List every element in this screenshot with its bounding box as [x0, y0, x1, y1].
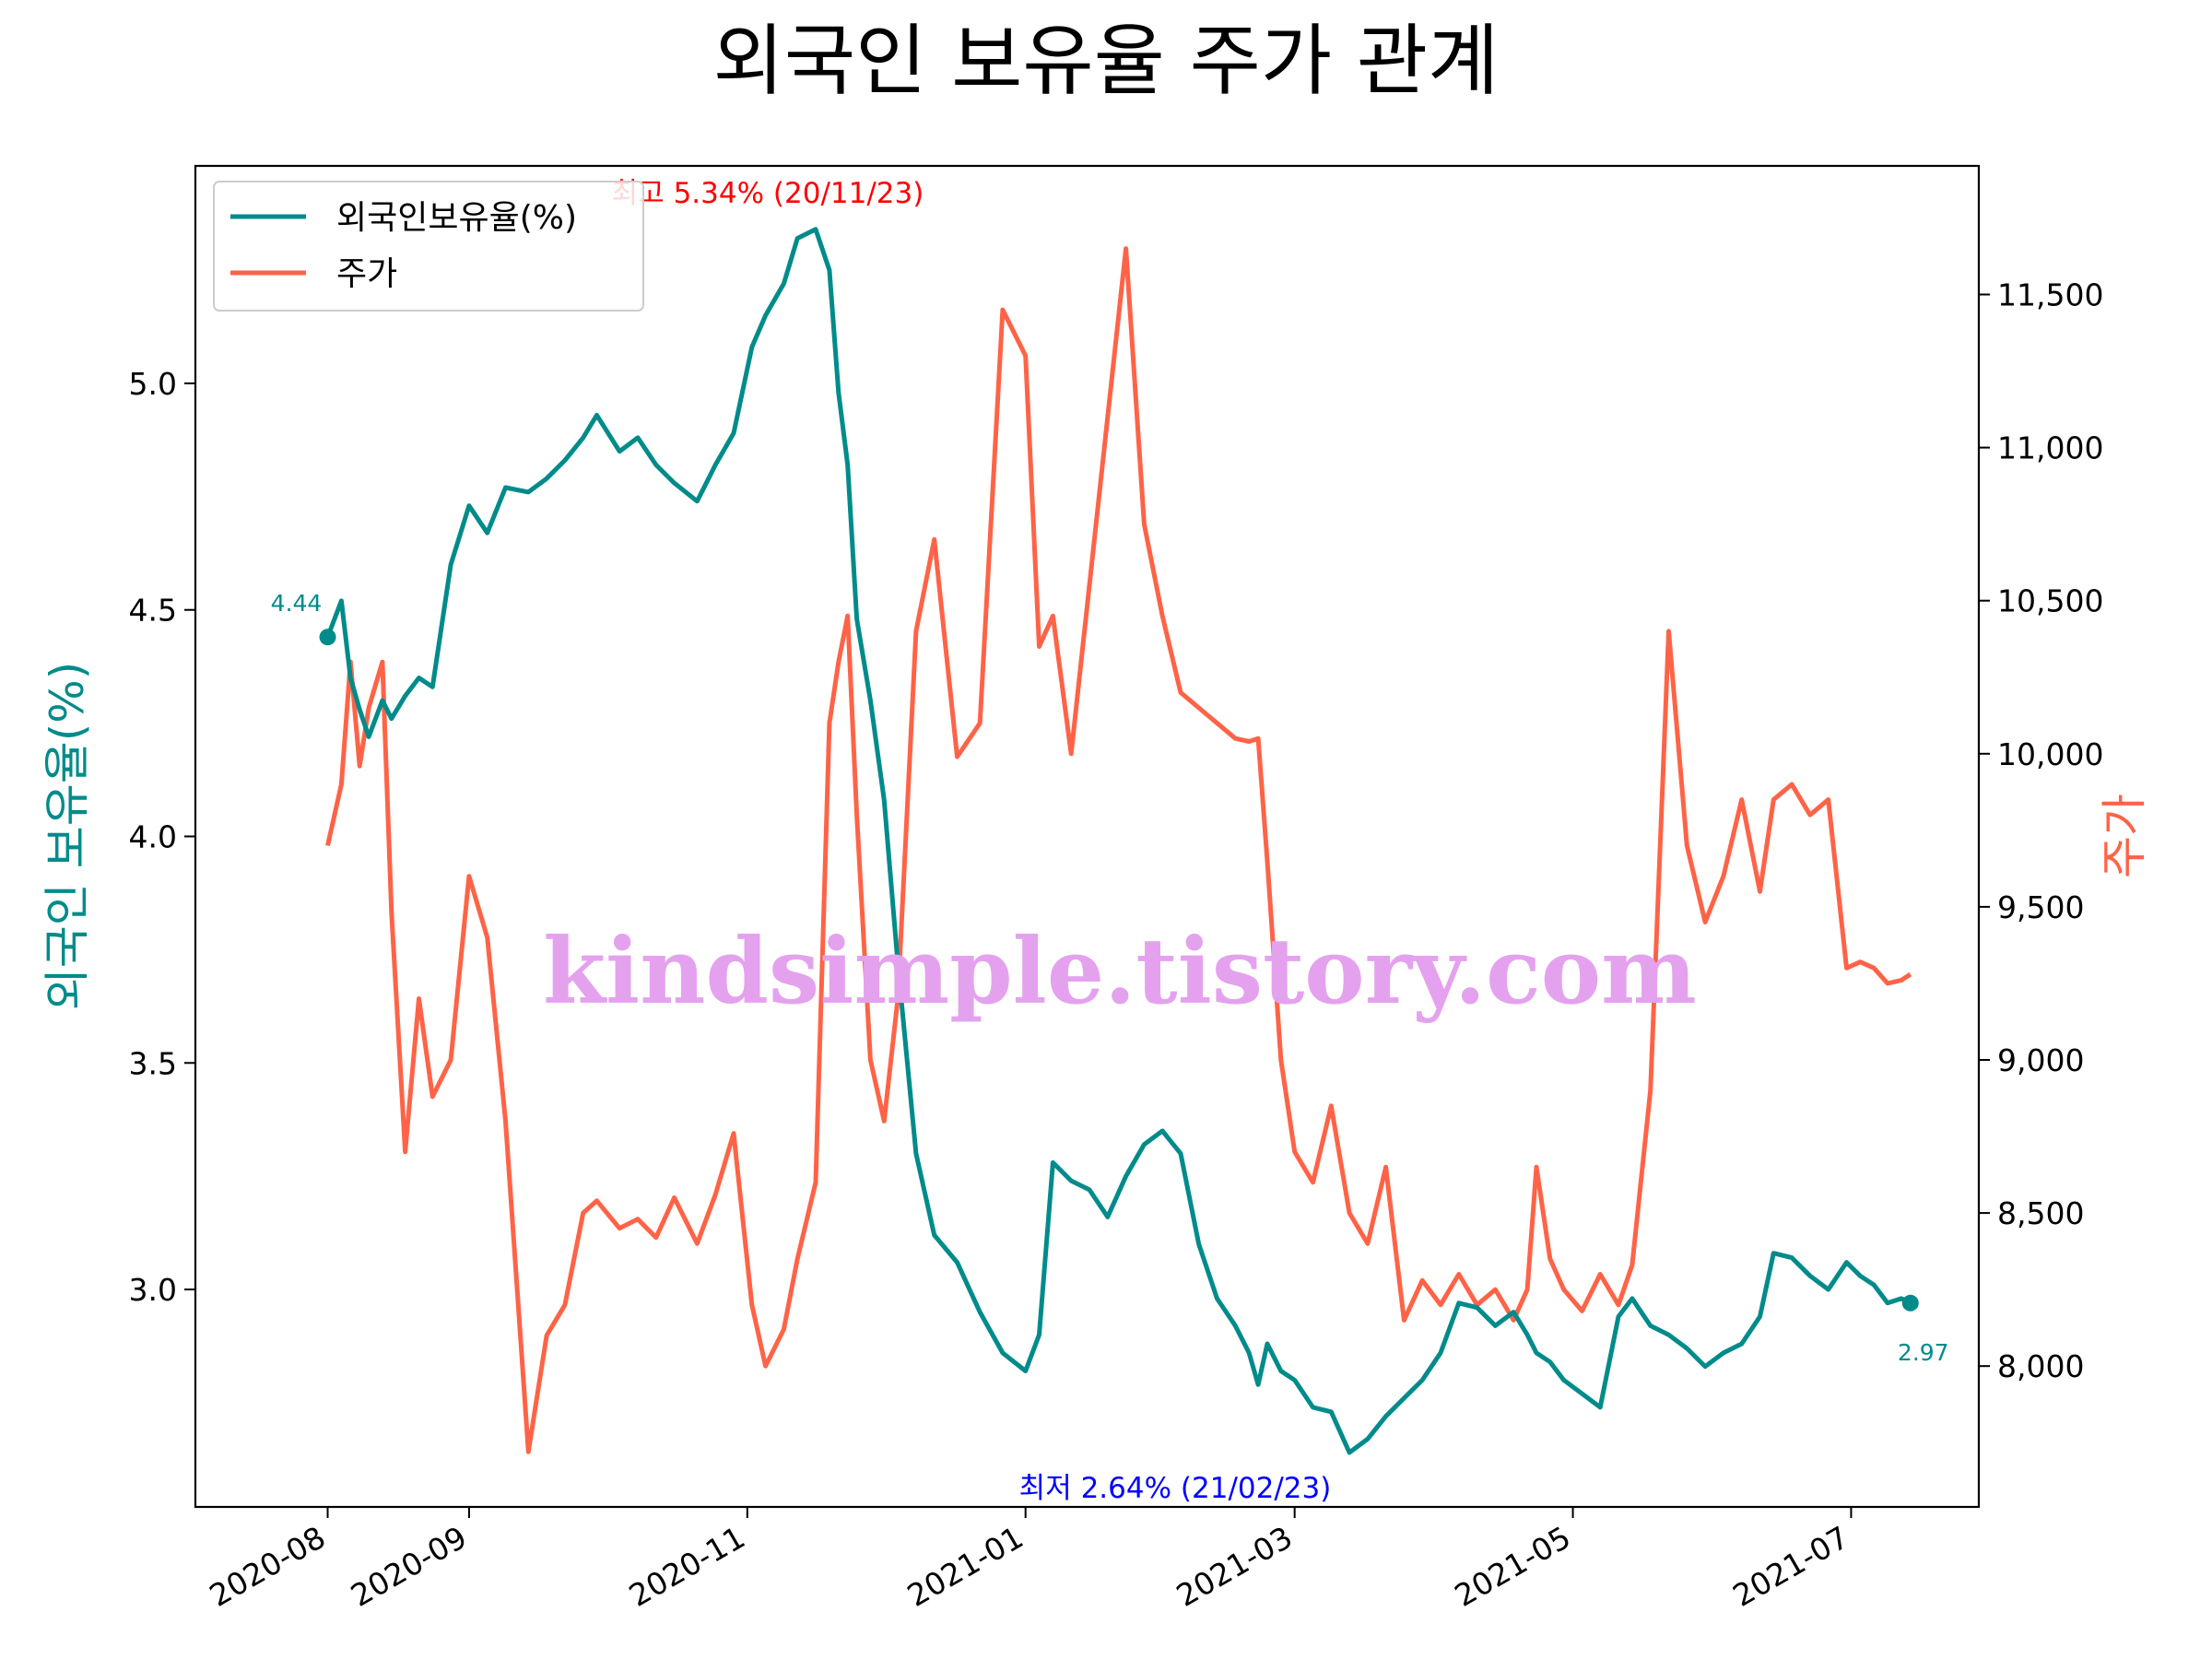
watermark: kindsimple.tistory.com: [543, 919, 1697, 1025]
y-left-tick-label: 4.5: [129, 593, 177, 629]
min-annotation: 최저 2.64% (21/02/23): [1019, 1472, 1332, 1505]
y-right-tick-label: 9,000: [1997, 1042, 2084, 1078]
x-tick-label: 2020-08: [204, 1519, 332, 1614]
end-point-marker: [1901, 1294, 1919, 1312]
x-tick-label: 2020-09: [345, 1519, 473, 1614]
x-tick-label: 2020-11: [623, 1519, 751, 1614]
chart-title: 외국인 보유율 주가 관계: [713, 16, 1500, 106]
series-line-price: [325, 246, 1912, 1454]
y-left-tick-label: 5.0: [129, 366, 177, 402]
x-tick-label: 2021-07: [1727, 1519, 1855, 1614]
y-axis-left: 3.0 3.5 4.0 4.5 5.0: [129, 366, 195, 1308]
start-value-label: 4.44: [271, 590, 323, 617]
plot-frame: [194, 164, 1981, 1509]
y-right-tick-label: 8,000: [1997, 1348, 2084, 1384]
y-right-tick-label: 10,500: [1997, 583, 2103, 619]
x-tick-label: 2021-05: [1449, 1519, 1577, 1614]
end-value-label: 2.97: [1898, 1339, 1949, 1366]
y-left-tick-label: 3.0: [129, 1272, 177, 1308]
legend: 외국인보유율(%) 주가: [213, 181, 644, 312]
series-layer: [325, 227, 1912, 1455]
y-right-tick-label: 8,500: [1997, 1195, 2084, 1231]
legend-label-holding: 외국인보유율(%): [336, 199, 577, 237]
y-right-tick-label: 10,000: [1997, 736, 2103, 772]
y-right-tick-label: 11,500: [1997, 277, 2103, 313]
y-axis-left-title: 외국인 보유율(%): [41, 662, 94, 1010]
x-tick-label: 2021-03: [1171, 1519, 1299, 1614]
x-tick-label: 2021-01: [901, 1519, 1030, 1614]
max-annotation: 최고 5.34% (20/11/23): [612, 177, 924, 210]
y-right-tick-label: 9,500: [1997, 889, 2084, 925]
y-right-tick-label: 11,000: [1997, 430, 2103, 466]
y-axis-right-title: 주가: [2098, 794, 2151, 878]
series-line-holding: [325, 227, 1912, 1455]
legend-box: [213, 181, 644, 312]
legend-label-price: 주가: [336, 255, 397, 293]
start-point-marker: [319, 629, 336, 646]
y-axis-right: 8,000 8,500 9,000 9,500 10,000 10,500 11,000 11…: [1979, 277, 2103, 1384]
x-axis: 2020-08 2020-09 2020-11 2021-01 2021-03 2021-…: [204, 1507, 1855, 1614]
y-left-tick-label: 3.5: [129, 1045, 177, 1081]
y-left-tick-label: 4.0: [129, 819, 177, 855]
